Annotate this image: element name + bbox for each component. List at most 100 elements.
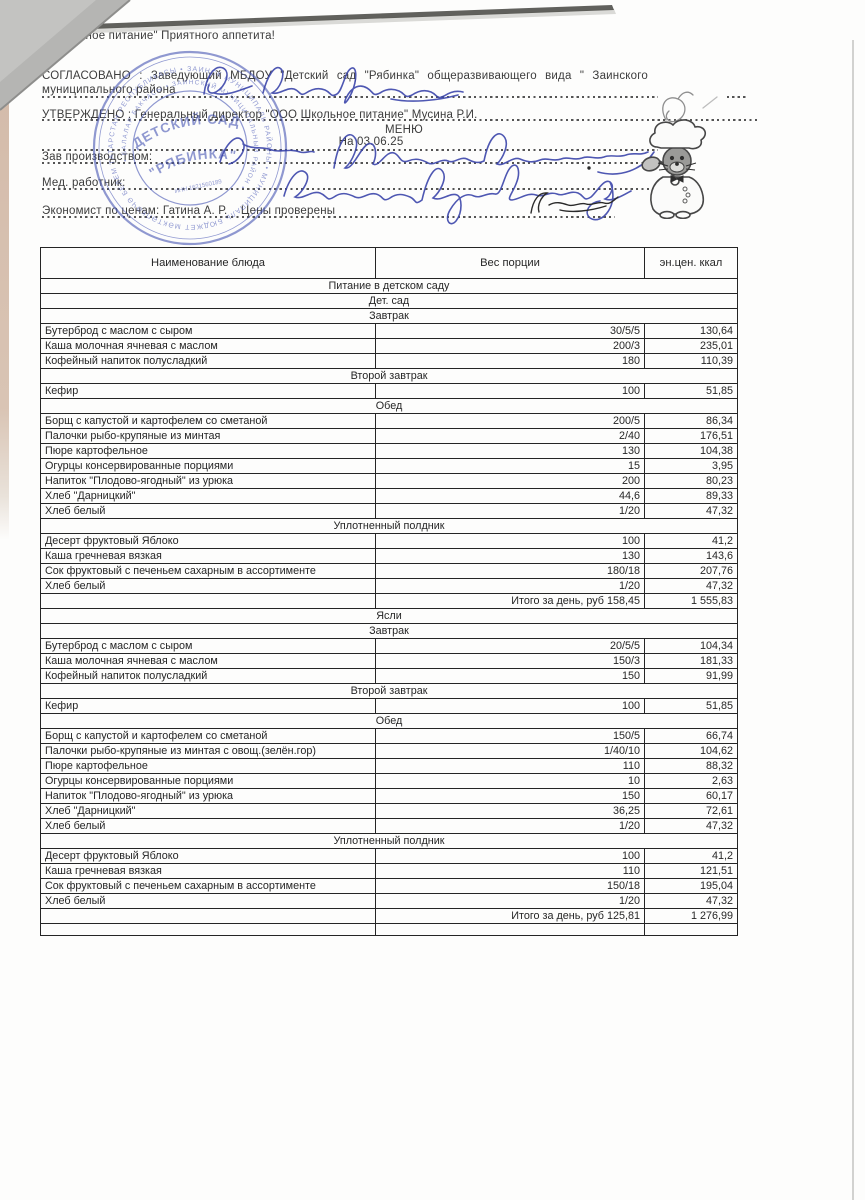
left-page-edge bbox=[0, 100, 9, 540]
dish-name-cell: Кефир bbox=[40, 698, 376, 714]
dish-name-cell: Хлеб "Дарницкий" bbox=[40, 803, 376, 819]
economist-signature bbox=[530, 192, 619, 214]
item-row: Десерт фруктовый Яблоко 100 41,2 bbox=[40, 848, 738, 864]
section-row: Второй завтрак bbox=[40, 683, 738, 699]
kcal-cell: 47,32 bbox=[644, 578, 738, 594]
portion-weight-cell: 150/3 bbox=[375, 653, 645, 669]
dish-name-cell: Хлеб белый bbox=[40, 578, 376, 594]
kcal-cell: 72,61 bbox=[644, 803, 738, 819]
total-label-cell: Итого за день, руб 158,45 bbox=[375, 593, 645, 609]
appetite-line: Школьное питание" Приятного аппетита! bbox=[50, 30, 276, 42]
dish-name-cell: Каша молочная ячневая с маслом bbox=[40, 653, 376, 669]
ladle-handle bbox=[656, 158, 677, 182]
item-row: Каша молочная ячневая с маслом 200/3 235,0… bbox=[40, 338, 738, 354]
dish-name-cell: Пюре картофельное bbox=[40, 443, 376, 459]
item-row: Огурцы консервированные порциями 10 2,63 bbox=[40, 773, 738, 789]
svg-text:"РЯБИНКА": "РЯБИНКА" bbox=[145, 139, 241, 181]
col-header-kcal: эн.цен. ккал bbox=[644, 247, 738, 279]
dish-name-cell: Бутерброд с маслом с сыром bbox=[40, 323, 376, 339]
section-row: Второй завтрак bbox=[40, 368, 738, 384]
blank-cell bbox=[40, 593, 376, 609]
section-label: Второй завтрак bbox=[40, 683, 738, 699]
agreed-line1: СОГЛАСОВАНО : Заведующий МБДОУ "Детский … bbox=[42, 70, 648, 82]
section-label: Питание в детском саду bbox=[40, 278, 738, 294]
kcal-cell: 176,51 bbox=[644, 428, 738, 444]
section-label: Ясли bbox=[40, 608, 738, 624]
section-row: Питание в детском саду bbox=[40, 278, 738, 294]
portion-weight-cell: 110 bbox=[375, 758, 645, 774]
dish-name-cell: Десерт фруктовый Яблоко bbox=[40, 533, 376, 549]
col-header-dish: Наименование блюда bbox=[40, 247, 376, 279]
section-row: Ясли bbox=[40, 608, 738, 624]
item-row: Бутерброд с маслом с сыром 30/5/5 130,64 bbox=[40, 323, 738, 339]
item-row: Борщ с капустой и картофелем со сметаной… bbox=[40, 413, 738, 429]
item-row: Хлеб "Дарницкий" 36,25 72,61 bbox=[40, 803, 738, 819]
item-row: Кефир 100 51,85 bbox=[40, 383, 738, 399]
item-row: Кофейный напиток полусладкий 150 91,99 bbox=[40, 668, 738, 684]
chef-foot-left bbox=[659, 210, 675, 219]
kcal-cell: 80,23 bbox=[644, 473, 738, 489]
item-row: Пюре картофельное 110 88,32 bbox=[40, 758, 738, 774]
kcal-cell: 130,64 bbox=[644, 323, 738, 339]
item-row: Пюре картофельное 130 104,38 bbox=[40, 443, 738, 459]
stamp-center-line2: "РЯБИНКА" bbox=[145, 139, 241, 181]
portion-weight-cell: 15 bbox=[375, 458, 645, 474]
item-row: Каша гречневая вязкая 130 143,6 bbox=[40, 548, 738, 564]
kcal-cell: 110,39 bbox=[644, 353, 738, 369]
kcal-cell: 2,63 bbox=[644, 773, 738, 789]
dish-name-cell: Кофейный напиток полусладкий bbox=[40, 668, 376, 684]
dish-name-cell: Кофейный напиток полусладкий bbox=[40, 353, 376, 369]
dish-name-cell: Сок фруктовый с печеньем сахарным в ассо… bbox=[40, 878, 376, 894]
item-row: Хлеб белый 1/20 47,32 bbox=[40, 818, 738, 834]
section-label: Обед bbox=[40, 713, 738, 729]
kcal-cell: 88,32 bbox=[644, 758, 738, 774]
kcal-cell: 104,62 bbox=[644, 743, 738, 759]
kcal-cell: 207,76 bbox=[644, 563, 738, 579]
section-label: Завтрак bbox=[40, 623, 738, 639]
dish-name-cell: Борщ с капустой и картофелем со сметаной bbox=[40, 728, 376, 744]
kcal-cell: 41,2 bbox=[644, 848, 738, 864]
portion-weight-cell: 1/20 bbox=[375, 818, 645, 834]
kcal-cell: 51,85 bbox=[644, 383, 738, 399]
col-header-weight: Вес порции bbox=[375, 247, 645, 279]
dish-name-cell: Каша молочная ячневая с маслом bbox=[40, 338, 376, 354]
kcal-cell: 121,51 bbox=[644, 863, 738, 879]
portion-weight-cell: 20/5/5 bbox=[375, 638, 645, 654]
chef-face bbox=[662, 146, 692, 176]
kcal-cell: 195,04 bbox=[644, 878, 738, 894]
menu-title: МЕНЮ bbox=[385, 124, 423, 136]
dotted-line-medical bbox=[42, 188, 660, 190]
top-page-edge-line bbox=[34, 5, 614, 31]
portion-weight-cell: 10 bbox=[375, 773, 645, 789]
dish-name-cell: Каша гречневая вязкая bbox=[40, 863, 376, 879]
section-label: Второй завтрак bbox=[40, 368, 738, 384]
right-page-edge bbox=[852, 40, 854, 1200]
section-label: Уплотненный полдник bbox=[40, 833, 738, 849]
empty-cell bbox=[644, 923, 738, 936]
section-label: Уплотненный полдник bbox=[40, 518, 738, 534]
portion-weight-cell: 150 bbox=[375, 668, 645, 684]
portion-weight-cell: 130 bbox=[375, 548, 645, 564]
section-label: Завтрак bbox=[40, 308, 738, 324]
dotted-line-short bbox=[732, 96, 745, 98]
ink-dot bbox=[587, 166, 591, 170]
item-row: Хлеб белый 1/20 47,32 bbox=[40, 503, 738, 519]
portion-weight-cell: 110 bbox=[375, 863, 645, 879]
item-row: Сок фруктовый с печеньем сахарным в ассо… bbox=[40, 563, 738, 579]
ladle-bowl bbox=[641, 156, 661, 172]
dish-name-cell: Борщ с капустой и картофелем со сметаной bbox=[40, 413, 376, 429]
portion-weight-cell: 100 bbox=[375, 533, 645, 549]
chef-whiskers bbox=[657, 162, 697, 171]
kcal-cell: 3,95 bbox=[644, 458, 738, 474]
chef-button-2 bbox=[685, 192, 691, 198]
kcal-cell: 104,34 bbox=[644, 638, 738, 654]
total-label-cell: Итого за день, руб 125,81 bbox=[375, 908, 645, 924]
empty-cell bbox=[40, 923, 376, 936]
dish-name-cell: Сок фруктовый с печеньем сахарным в ассо… bbox=[40, 563, 376, 579]
portion-weight-cell: 150/18 bbox=[375, 878, 645, 894]
item-row: Палочки рыбо-крупяные из минтая с овощ.(… bbox=[40, 743, 738, 759]
dish-name-cell: Бутерброд с маслом с сыром bbox=[40, 638, 376, 654]
item-row: Огурцы консервированные порциями 15 3,95 bbox=[40, 458, 738, 474]
dotted-line-agreed bbox=[42, 96, 658, 98]
